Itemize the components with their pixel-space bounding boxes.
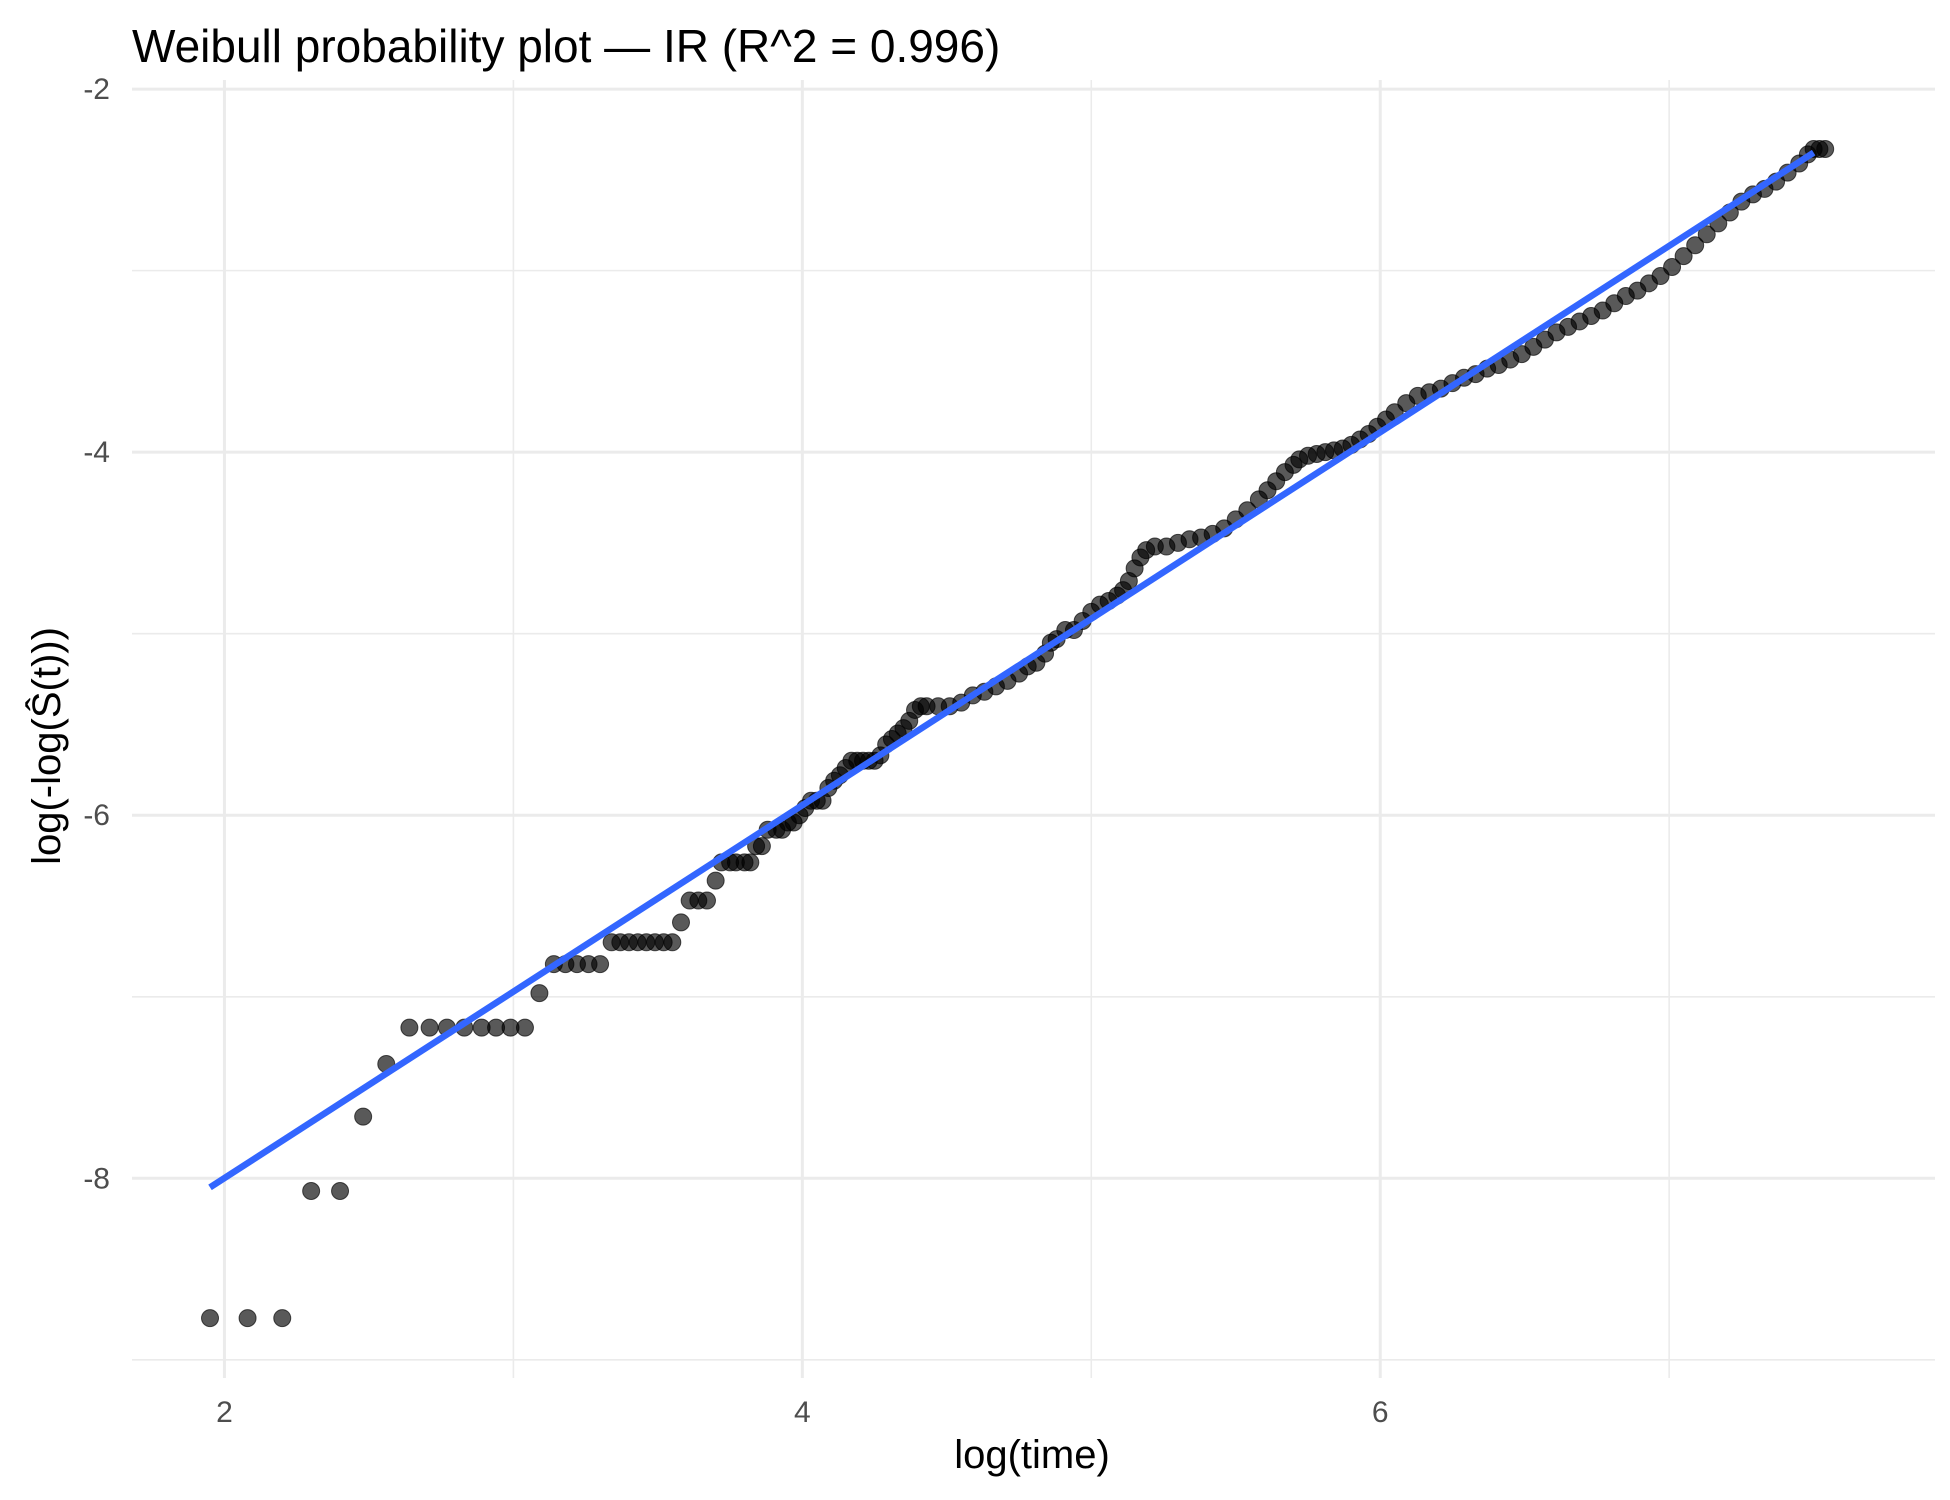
data-point — [741, 853, 760, 872]
data-point — [1686, 236, 1705, 255]
data-point — [354, 1107, 373, 1126]
y-tick-label: -8 — [83, 1162, 110, 1195]
data-point — [238, 1309, 257, 1328]
data-point — [697, 891, 716, 910]
y-tick-label: -2 — [83, 73, 110, 106]
data-point — [1663, 257, 1682, 276]
data-point — [400, 1018, 419, 1037]
x-tick-label: 2 — [216, 1396, 233, 1429]
data-point — [515, 1018, 534, 1037]
data-point — [1674, 247, 1693, 266]
fit-line — [208, 149, 1816, 1191]
x-axis-title: log(time) — [954, 1433, 1110, 1477]
y-axis-title: log(-log(Ŝ(t))) — [24, 627, 69, 865]
y-tick-label: -6 — [83, 799, 110, 832]
data-point — [663, 933, 682, 952]
data-point — [706, 871, 725, 890]
data-point — [273, 1309, 292, 1328]
y-tick-label: -4 — [83, 436, 110, 469]
x-axis-tick-labels: 2 4 6 — [216, 1396, 1388, 1429]
data-point — [591, 955, 610, 974]
x-tick-label: 4 — [794, 1396, 811, 1429]
chart-title: Weibull probability plot — IR (R^2 = 0.9… — [132, 20, 1000, 72]
major-gridlines — [132, 80, 1935, 1378]
x-tick-label: 6 — [1372, 1396, 1389, 1429]
data-point — [302, 1182, 321, 1201]
data-points — [201, 139, 1835, 1328]
data-point — [530, 984, 549, 1003]
data-point — [671, 913, 690, 932]
data-point — [201, 1309, 220, 1328]
minor-gridlines — [132, 80, 1935, 1378]
data-point — [420, 1018, 439, 1037]
data-point — [752, 837, 771, 856]
data-point — [331, 1182, 350, 1201]
y-axis-tick-labels: -2 -4 -6 -8 — [83, 73, 110, 1195]
data-point — [1816, 139, 1835, 158]
data-point — [1697, 225, 1716, 244]
